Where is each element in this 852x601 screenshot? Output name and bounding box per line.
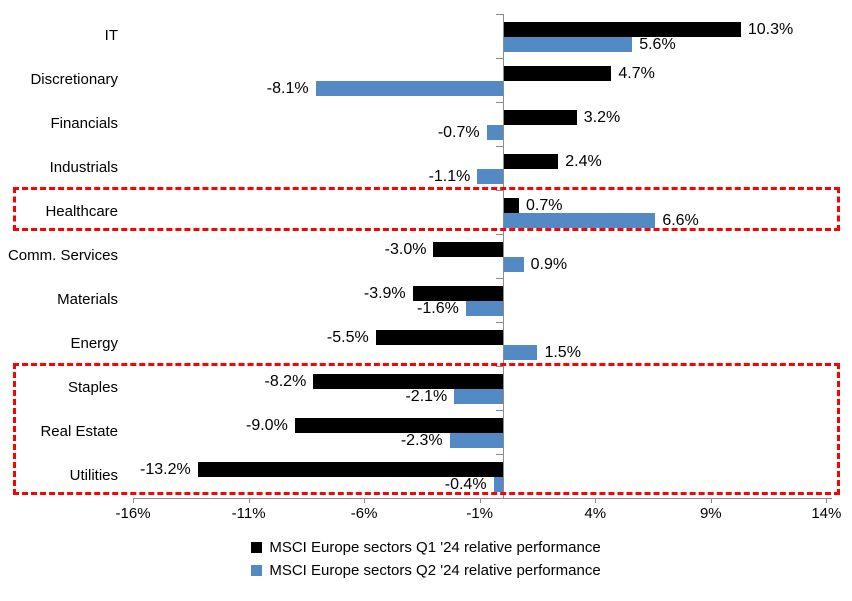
value-label: -1.1% — [428, 168, 471, 185]
value-label: -5.5% — [326, 329, 369, 346]
category-label-comm-services: Comm. Services — [7, 247, 118, 264]
x-axis-tick-label: -1% — [466, 505, 494, 522]
x-axis-tick — [364, 498, 366, 503]
bar-q1 — [412, 286, 503, 301]
legend-swatch-q2-icon — [251, 565, 263, 576]
bar-q2 — [502, 345, 538, 360]
legend: MSCI Europe sectors Q1 '24 relative perf… — [0, 539, 852, 579]
category-label-staples: Staples — [67, 379, 118, 396]
category-axis-tick — [495, 278, 503, 279]
legend-item-q2: MSCI Europe sectors Q2 '24 relative perf… — [251, 562, 601, 579]
bar-q2 — [486, 125, 503, 140]
bar-q1 — [502, 110, 577, 125]
bar-q1 — [313, 374, 503, 389]
bar-q2 — [315, 81, 503, 96]
value-label: 0.9% — [530, 256, 568, 273]
category-axis-tick — [495, 146, 503, 147]
category-label-utilities: Utilities — [69, 467, 118, 484]
bar-q2 — [502, 257, 524, 272]
x-axis-tick — [133, 498, 135, 503]
value-label: -8.2% — [264, 373, 307, 390]
value-label: -0.4% — [444, 476, 487, 493]
x-axis-tick-label: -16% — [115, 505, 151, 522]
bar-q2 — [454, 389, 503, 404]
legend-label-q2: MSCI Europe sectors Q2 '24 relative perf… — [269, 562, 601, 579]
bar-q1 — [433, 242, 503, 257]
value-zero-axis-line — [502, 14, 504, 498]
value-label: -13.2% — [140, 461, 191, 478]
value-label: -0.7% — [437, 124, 480, 141]
x-axis-tick-label: 14% — [811, 505, 842, 522]
legend-swatch-q1-icon — [251, 542, 263, 553]
value-label: 4.7% — [618, 65, 655, 82]
value-label: 10.3% — [747, 21, 794, 38]
value-label: 1.5% — [544, 344, 581, 361]
bar-q2 — [502, 37, 633, 52]
bar-q1 — [502, 22, 741, 37]
category-label-real-estate: Real Estate — [40, 423, 118, 440]
value-label: -1.6% — [417, 300, 459, 317]
category-label-industrials: Industrials — [49, 159, 118, 176]
x-axis-line — [133, 498, 833, 499]
category-axis-tick — [495, 14, 503, 15]
bar-q1 — [375, 330, 503, 345]
category-label-discretionary: Discretionary — [30, 71, 118, 88]
x-axis-tick-label: 9% — [699, 505, 722, 522]
category-axis-tick — [495, 454, 503, 455]
x-axis-tick-label: -11% — [231, 505, 266, 522]
bar-q2 — [493, 477, 503, 492]
bar-q1 — [294, 418, 503, 433]
category-axis-tick — [495, 366, 503, 367]
category-label-materials: Materials — [57, 291, 118, 308]
legend-label-q1: MSCI Europe sectors Q1 '24 relative perf… — [269, 539, 601, 556]
value-label: 0.7% — [525, 197, 563, 214]
highlight-box-healthcare — [13, 187, 840, 231]
x-axis-tick — [595, 498, 597, 503]
category-label-financials: Financials — [50, 115, 118, 132]
x-axis-tick — [710, 498, 712, 503]
category-axis-tick — [495, 58, 503, 59]
x-axis-tick-label: -6% — [350, 505, 378, 522]
value-label: -2.1% — [405, 388, 448, 405]
category-axis-tick — [495, 102, 503, 103]
bar-q2 — [502, 213, 656, 228]
bar-q2 — [449, 433, 503, 448]
value-label: 3.2% — [583, 109, 621, 126]
category-axis-tick — [495, 410, 503, 411]
value-label: -9.0% — [246, 417, 288, 434]
x-axis-tick-label: 4% — [584, 505, 607, 522]
legend-item-q1: MSCI Europe sectors Q1 '24 relative perf… — [251, 539, 601, 556]
value-label: 2.4% — [565, 153, 602, 170]
category-axis-tick — [495, 322, 503, 323]
value-label: 6.6% — [662, 212, 699, 229]
x-axis-tick — [479, 498, 481, 503]
category-label-energy: Energy — [70, 335, 118, 352]
value-label: -3.0% — [384, 241, 427, 258]
x-axis-tick — [826, 498, 828, 503]
category-axis-tick — [495, 498, 503, 499]
bar-q1 — [502, 66, 612, 81]
value-label: -8.1% — [266, 80, 309, 97]
category-label-healthcare: Healthcare — [45, 203, 118, 220]
x-axis-tick — [248, 498, 250, 503]
category-axis-tick — [495, 190, 503, 191]
bar-q2 — [465, 301, 503, 316]
value-label: 5.6% — [639, 36, 676, 53]
bar-q2 — [477, 169, 503, 184]
category-label-it: IT — [104, 27, 118, 44]
bar-q1 — [502, 198, 519, 213]
bar-q1 — [197, 462, 503, 477]
bar-q1 — [502, 154, 559, 169]
category-axis-tick — [495, 234, 503, 235]
value-label: -3.9% — [363, 285, 406, 302]
value-label: -2.3% — [400, 432, 443, 449]
